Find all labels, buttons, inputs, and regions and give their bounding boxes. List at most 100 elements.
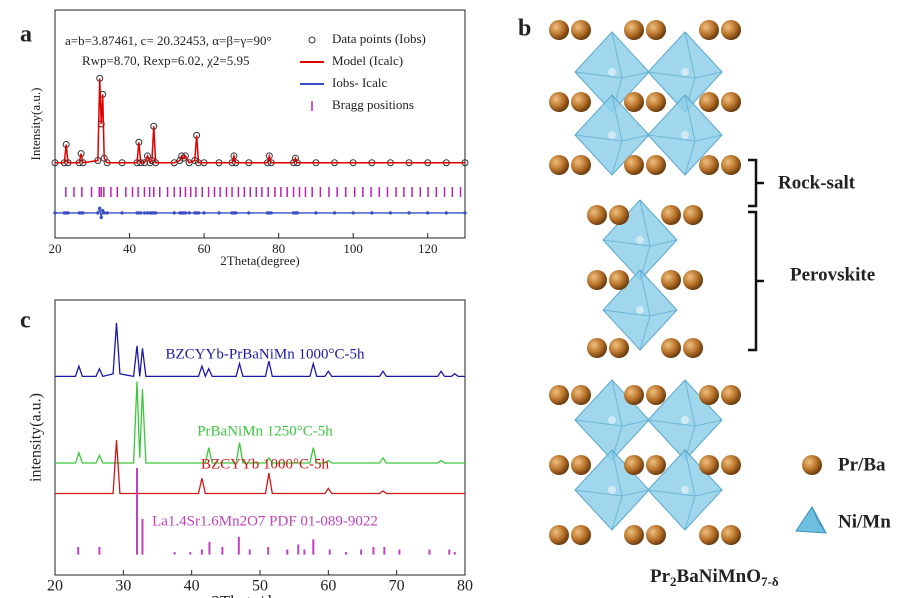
- octahedron-face: [647, 94, 723, 176]
- center-atom: [681, 486, 689, 494]
- atom: [571, 155, 591, 175]
- x-axis-label: 2Theta/degree: [211, 592, 308, 598]
- x-tick-label: 100: [343, 241, 363, 256]
- atom: [721, 20, 741, 40]
- atom: [609, 270, 629, 290]
- center-atom: [608, 416, 616, 424]
- series-label: La1.4Sr1.6Mn2O7 PDF 01-089-9022: [152, 513, 378, 529]
- atom: [609, 338, 629, 358]
- atom: [699, 385, 719, 405]
- data-point: [351, 211, 355, 215]
- center-atom: [608, 68, 616, 76]
- plot-frame: [54, 9, 466, 239]
- panel-label: c: [20, 308, 31, 334]
- series-label: PrBaNiMn 1250°C-5h: [197, 423, 333, 439]
- data-point: [291, 154, 299, 162]
- series-label: BZCYYb-PrBaNiMn 1000°C-5h: [166, 346, 365, 362]
- atom: [624, 92, 644, 112]
- atom: [549, 155, 569, 175]
- formula-part: BaNiMnO: [677, 566, 761, 587]
- data-point: [202, 211, 206, 215]
- legend-sphere: [802, 455, 822, 475]
- data-point: [332, 211, 337, 215]
- data-point: [217, 211, 221, 215]
- data-point: [176, 156, 184, 164]
- x-tick-label: 40: [123, 241, 136, 256]
- data-point: [139, 211, 143, 215]
- bracket: [748, 158, 764, 352]
- atom: [571, 455, 591, 475]
- data-point: [269, 211, 273, 215]
- atom: [646, 385, 666, 405]
- atom: [549, 92, 569, 112]
- data-point: [96, 211, 100, 215]
- series-line: [55, 78, 465, 165]
- atom: [571, 525, 591, 545]
- atom: [624, 20, 644, 40]
- data-point: [295, 211, 299, 215]
- x-tick-label: 80: [457, 578, 473, 595]
- atom: [721, 92, 741, 112]
- data-point: [53, 211, 57, 215]
- legend-tetra: [795, 506, 827, 534]
- x-tick-label: 40: [184, 578, 200, 595]
- legend-label: Model (Icalc): [332, 53, 403, 68]
- x-tick-label: 120: [418, 241, 438, 256]
- data-point: [314, 211, 318, 215]
- data-point: [187, 211, 191, 215]
- data-point: [66, 211, 70, 215]
- octahedron-face: [574, 379, 650, 461]
- atom: [699, 525, 719, 545]
- series-line: [55, 322, 465, 379]
- atom: [721, 385, 741, 405]
- legend-symbol: [308, 36, 316, 44]
- atom: [683, 205, 703, 225]
- atom: [721, 455, 741, 475]
- legend-label: Data points (Iobs): [332, 31, 426, 46]
- x-tick-label: 20: [49, 241, 62, 256]
- x-tick-label: 20: [47, 578, 63, 595]
- data-point: [105, 211, 109, 215]
- layer-label: Perovskite: [790, 264, 875, 285]
- data-point: [143, 152, 151, 160]
- center-atom: [681, 416, 689, 424]
- data-point: [101, 208, 105, 213]
- atom: [549, 385, 569, 405]
- series-line: [55, 440, 465, 495]
- y-axis-label: Intensity(a.u.): [28, 88, 43, 161]
- atom: [646, 155, 666, 175]
- atom: [587, 270, 607, 290]
- data-point: [407, 211, 411, 215]
- atom: [624, 455, 644, 475]
- data-point: [230, 152, 238, 160]
- data-point: [102, 211, 106, 215]
- data-point: [370, 211, 374, 215]
- layer-label: Rock-salt: [778, 172, 856, 193]
- atom: [646, 20, 666, 40]
- x-tick-label: 70: [389, 578, 405, 595]
- center-atom: [608, 131, 616, 139]
- data-point: [142, 211, 147, 215]
- x-tick-label: 60: [320, 578, 336, 595]
- atom: [661, 205, 681, 225]
- atom: [661, 270, 681, 290]
- data-point: [153, 211, 158, 215]
- atom: [624, 155, 644, 175]
- atom: [683, 270, 703, 290]
- atom: [699, 155, 719, 175]
- center-atom: [636, 236, 644, 244]
- atom: [661, 338, 681, 358]
- formula-sub: 2: [670, 574, 677, 589]
- atom: [721, 155, 741, 175]
- octahedron-face: [574, 94, 650, 176]
- legend-label: Bragg positions: [332, 97, 414, 112]
- x-tick-label: 60: [198, 241, 211, 256]
- crystal-structure: [549, 20, 741, 545]
- atom: [646, 92, 666, 112]
- atom: [549, 525, 569, 545]
- octahedron-face: [602, 269, 678, 351]
- atom: [721, 525, 741, 545]
- data-point: [388, 211, 393, 215]
- atom: [699, 20, 719, 40]
